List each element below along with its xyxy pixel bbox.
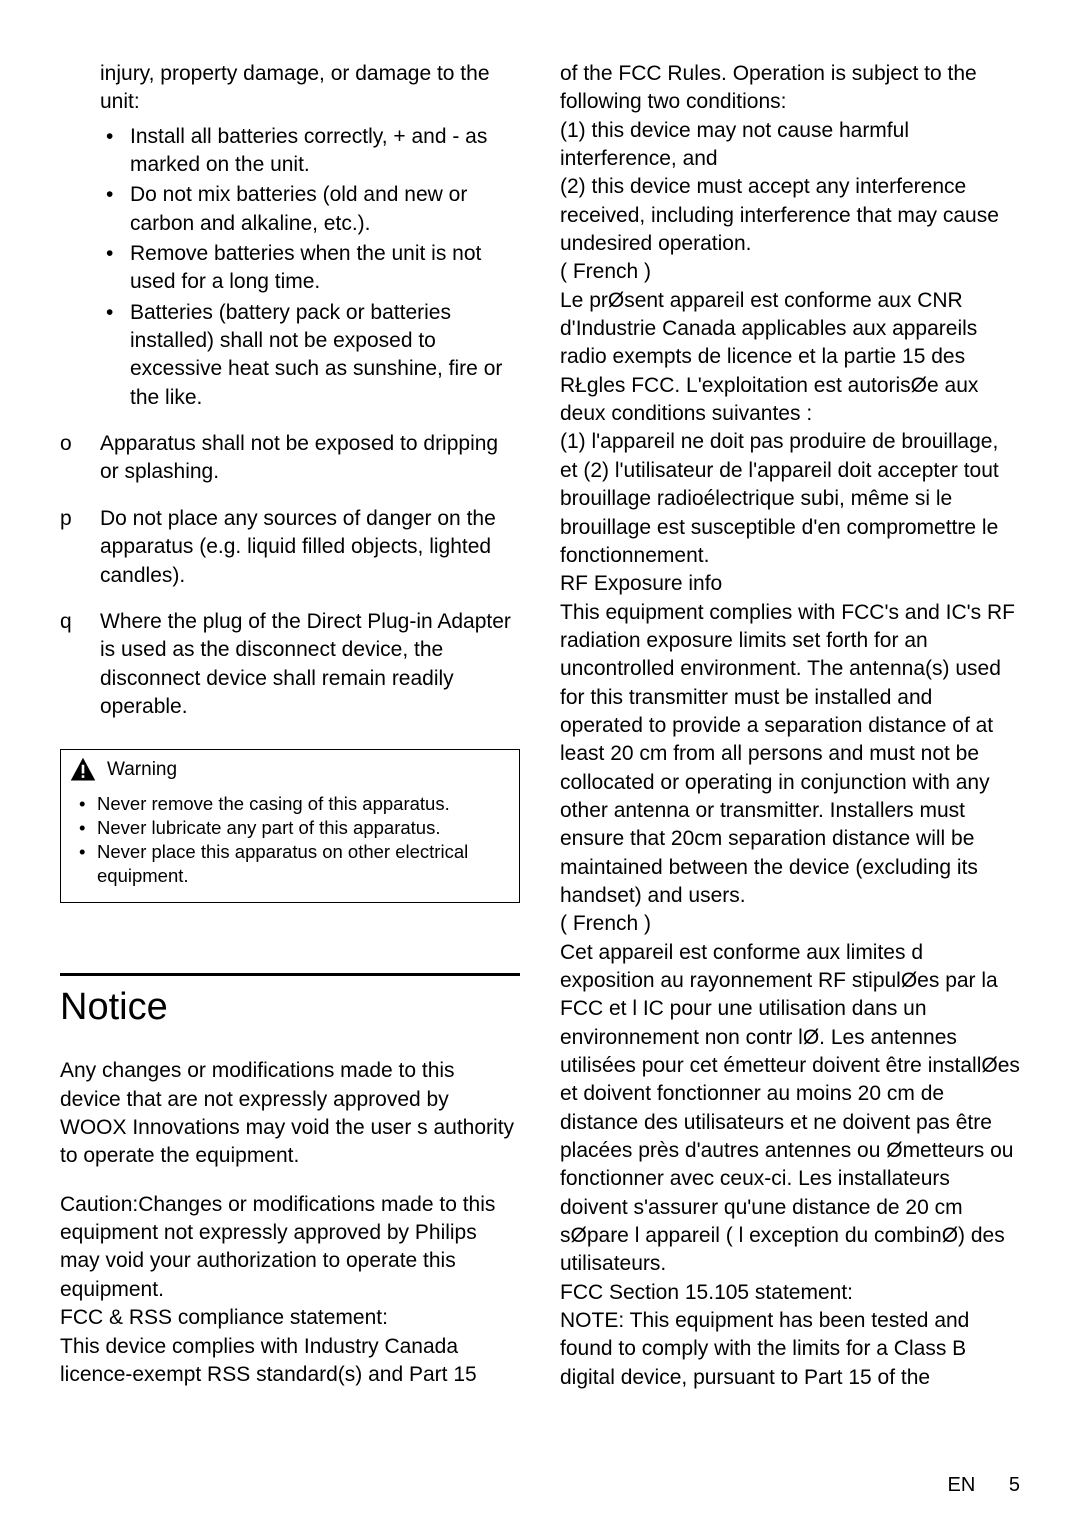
bullet-text: Install all batteries correctly, + and -…: [130, 123, 520, 180]
item-text: Apparatus shall not be exposed to drippi…: [100, 430, 520, 487]
notice-paragraph: This device complies with Industry Canad…: [60, 1333, 520, 1390]
footer-lang: EN: [948, 1474, 976, 1496]
list-item: • Never lubricate any part of this appar…: [75, 816, 505, 840]
warning-box: Warning • Never remove the casing of thi…: [60, 749, 520, 903]
right-column: of the FCC Rules. Operation is subject t…: [560, 60, 1020, 1392]
bullet-icon: •: [75, 792, 97, 816]
list-item: • Remove batteries when the unit is not …: [100, 240, 520, 297]
bullet-text: Remove batteries when the unit is not us…: [130, 240, 520, 297]
lettered-item-p: p Do not place any sources of danger on …: [60, 505, 520, 590]
item-text: Where the plug of the Direct Plug-in Ada…: [100, 608, 520, 721]
lettered-item-q: q Where the plug of the Direct Plug-in A…: [60, 608, 520, 721]
bullet-icon: •: [75, 816, 97, 840]
bullet-icon: •: [100, 240, 130, 297]
bullet-text: Never lubricate any part of this apparat…: [97, 816, 440, 840]
warning-icon: [69, 756, 97, 784]
battery-bullets: • Install all batteries correctly, + and…: [100, 123, 520, 412]
bullet-text: Never place this apparatus on other elec…: [97, 840, 505, 888]
notice-paragraph: Caution:Changes or modifications made to…: [60, 1191, 520, 1304]
item-text: Do not place any sources of danger on th…: [100, 505, 520, 590]
notice-paragraph: FCC & RSS compliance statement:: [60, 1304, 520, 1332]
bullet-text: Do not mix batteries (old and new or car…: [130, 181, 520, 238]
right-body-text: of the FCC Rules. Operation is subject t…: [560, 60, 1020, 1392]
list-item: • Install all batteries correctly, + and…: [100, 123, 520, 180]
list-item: • Do not mix batteries (old and new or c…: [100, 181, 520, 238]
left-column: injury, property damage, or damage to th…: [60, 60, 520, 1392]
bullet-icon: •: [100, 299, 130, 412]
warning-title: Warning: [107, 759, 177, 781]
warning-header: Warning: [61, 750, 519, 788]
bullet-icon: •: [100, 181, 130, 238]
battery-intro: injury, property damage, or damage to th…: [100, 60, 520, 117]
bullet-text: Batteries (battery pack or batteries ins…: [130, 299, 520, 412]
warning-body: • Never remove the casing of this appara…: [61, 788, 519, 902]
item-letter: q: [60, 608, 100, 721]
notice-paragraph: Any changes or modifications made to thi…: [60, 1057, 520, 1170]
item-letter: o: [60, 430, 100, 487]
bullet-text: Never remove the casing of this apparatu…: [97, 792, 450, 816]
notice-heading: Notice: [60, 986, 520, 1029]
list-item: • Never place this apparatus on other el…: [75, 840, 505, 888]
list-item: • Never remove the casing of this appara…: [75, 792, 505, 816]
item-letter: p: [60, 505, 100, 590]
lettered-item-o: o Apparatus shall not be exposed to drip…: [60, 430, 520, 487]
battery-section: injury, property damage, or damage to th…: [100, 60, 520, 412]
bullet-icon: •: [75, 840, 97, 888]
bullet-icon: •: [100, 123, 130, 180]
page-footer: EN 5: [948, 1474, 1020, 1497]
footer-page-number: 5: [1009, 1474, 1020, 1496]
section-divider: [60, 973, 520, 976]
list-item: • Batteries (battery pack or batteries i…: [100, 299, 520, 412]
